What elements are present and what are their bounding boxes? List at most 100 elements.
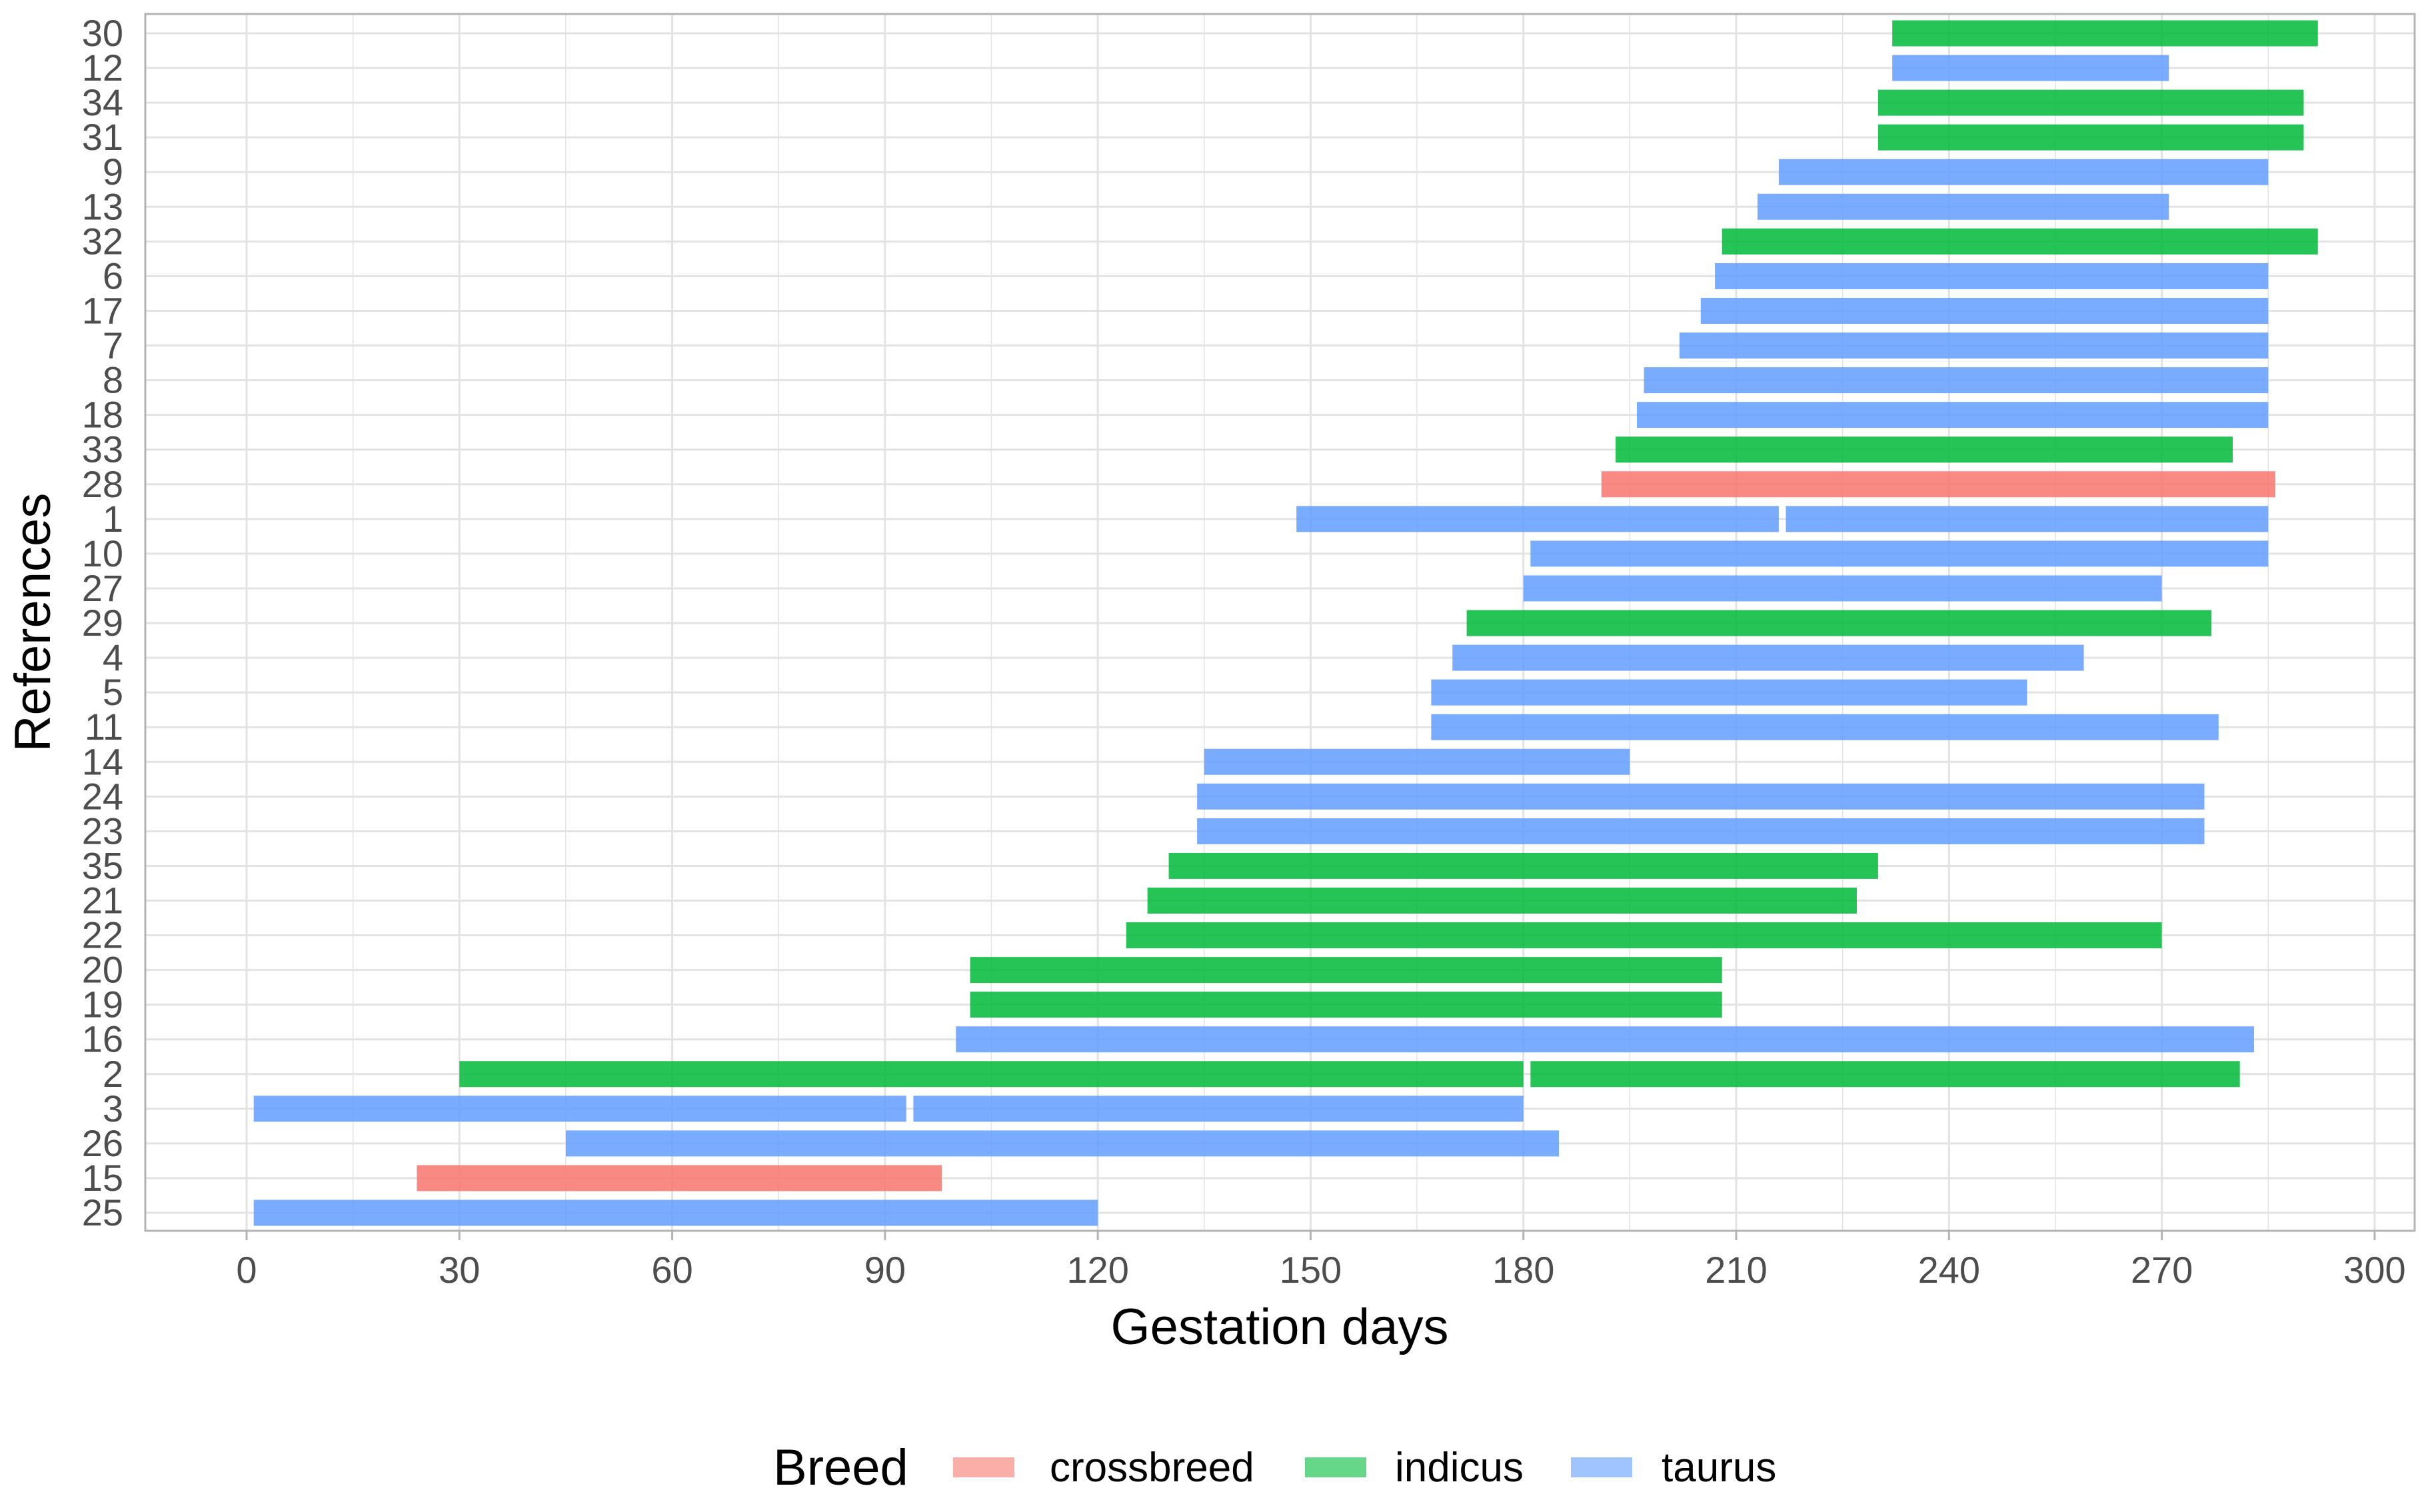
bar-ref-16 xyxy=(956,1026,2254,1053)
y-tick-label: 19 xyxy=(82,984,123,1026)
bar-ref-35 xyxy=(1168,852,1878,879)
legend-label-crossbreed: crossbreed xyxy=(1050,1445,1254,1491)
bar-ref-2 xyxy=(1530,1061,2240,1088)
y-tick-label: 7 xyxy=(103,325,123,367)
y-tick-label: 32 xyxy=(82,220,123,262)
x-tick-labels: 0 30 60 90 120 150 180 210 240 270 300 xyxy=(236,1231,2406,1291)
panel-border xyxy=(144,13,2416,1232)
x-tick-label: 270 xyxy=(2131,1249,2193,1291)
bar-ref-34 xyxy=(1877,89,2304,116)
x-axis-title: Gestation days xyxy=(1111,1299,1449,1355)
y-tick-label: 11 xyxy=(85,706,123,748)
y-tick-label: 16 xyxy=(82,1018,123,1060)
x-tick-label: 120 xyxy=(1066,1249,1128,1291)
y-tick-label: 12 xyxy=(82,47,123,89)
bar-ref-21 xyxy=(1147,888,1857,914)
y-tick-label: 5 xyxy=(103,671,123,713)
y-tick-label: 1 xyxy=(103,498,123,540)
x-tick-label: 180 xyxy=(1492,1249,1554,1291)
bar-ref-3 xyxy=(253,1096,906,1122)
bar-ref-2 xyxy=(459,1061,1524,1088)
bar-ref-5 xyxy=(1431,679,2027,706)
y-tick-label: 6 xyxy=(103,255,123,297)
y-tick-label: 20 xyxy=(82,949,123,991)
bar-ref-25 xyxy=(253,1199,1098,1226)
y-tick-label: 21 xyxy=(82,880,123,922)
x-tick-label: 240 xyxy=(1918,1249,1980,1291)
y-tick-label: 25 xyxy=(82,1191,123,1233)
y-tick-label: 3 xyxy=(103,1088,123,1130)
legend-items: crossbreed indicus taurus xyxy=(953,1445,1776,1491)
bar-ref-24 xyxy=(1197,783,2205,810)
x-tick-label: 90 xyxy=(864,1249,906,1291)
bar-ref-18 xyxy=(1637,402,2269,428)
bar-ref-11 xyxy=(1431,714,2219,740)
x-tick-label: 150 xyxy=(1280,1249,1342,1291)
x-tick-label: 300 xyxy=(2343,1249,2405,1291)
y-tick-label: 4 xyxy=(103,636,123,678)
x-tick-label: 60 xyxy=(651,1249,692,1291)
y-tick-label: 22 xyxy=(82,914,123,956)
bar-ref-17 xyxy=(1700,297,2269,324)
bar-ref-20 xyxy=(970,957,1722,984)
legend-key-crossbreed xyxy=(953,1457,1014,1477)
bar-ref-13 xyxy=(1757,193,2169,220)
legend-title: Breed xyxy=(773,1439,908,1496)
y-tick-label: 34 xyxy=(82,81,123,123)
bar-ref-19 xyxy=(970,992,1722,1018)
bar-ref-14 xyxy=(1204,748,1630,775)
bar-ref-10 xyxy=(1530,540,2269,567)
bar-ref-7 xyxy=(1679,333,2269,359)
x-tick-label: 210 xyxy=(1705,1249,1767,1291)
y-tick-label: 30 xyxy=(82,12,123,54)
bar-ref-23 xyxy=(1197,818,2205,844)
bar-ref-6 xyxy=(1715,263,2269,289)
bar-ref-15 xyxy=(417,1165,942,1191)
bar-ref-4 xyxy=(1452,644,2084,671)
y-tick-label: 24 xyxy=(82,775,123,817)
bar-ref-29 xyxy=(1466,610,2212,636)
bar-ref-26 xyxy=(565,1130,1559,1157)
y-tick-label: 18 xyxy=(82,394,123,436)
y-tick-label: 15 xyxy=(82,1157,123,1199)
y-tick-label: 10 xyxy=(82,532,123,574)
y-tick-label: 2 xyxy=(103,1053,123,1095)
y-tick-label: 31 xyxy=(82,116,123,158)
legend-label-indicus: indicus xyxy=(1395,1445,1524,1491)
bar-ref-33 xyxy=(1616,436,2233,463)
legend-key-indicus xyxy=(1305,1457,1366,1477)
y-tick-label: 17 xyxy=(82,289,123,331)
y-tick-label: 26 xyxy=(82,1122,123,1164)
y-tick-labels: 3012343191332617781833281102729451114242… xyxy=(82,12,123,1233)
legend-key-taurus xyxy=(1571,1457,1632,1477)
bar-ref-31 xyxy=(1877,124,2304,151)
x-tick-label: 0 xyxy=(236,1249,257,1291)
bar-ref-8 xyxy=(1644,367,2269,394)
y-tick-label: 29 xyxy=(82,602,123,644)
y-tick-label: 23 xyxy=(82,810,123,852)
y-tick-label: 14 xyxy=(82,740,123,782)
legend-label-taurus: taurus xyxy=(1662,1445,1776,1491)
bar-ref-12 xyxy=(1892,55,2169,81)
y-tick-label: 28 xyxy=(82,463,123,505)
bar-ref-3 xyxy=(913,1096,1524,1122)
y-tick-label: 33 xyxy=(82,428,123,470)
bars xyxy=(253,20,2318,1226)
x-tick-label: 30 xyxy=(439,1249,480,1291)
y-tick-label: 8 xyxy=(103,359,123,401)
y-tick-label: 35 xyxy=(82,844,123,886)
bar-ref-1 xyxy=(1296,506,1779,532)
y-tick-label: 9 xyxy=(103,151,123,193)
bar-ref-27 xyxy=(1523,575,2162,602)
y-axis-title: References xyxy=(5,493,61,752)
bar-ref-28 xyxy=(1601,471,2275,498)
bar-ref-9 xyxy=(1778,159,2269,185)
bar-ref-1 xyxy=(1786,506,2269,532)
bar-ref-22 xyxy=(1126,922,2162,949)
bar-ref-30 xyxy=(1892,20,2318,47)
y-tick-label: 13 xyxy=(82,185,123,227)
legend: Breed crossbreed indicus taurus xyxy=(773,1439,1776,1496)
y-tick-label: 27 xyxy=(82,567,123,609)
bar-ref-32 xyxy=(1722,228,2318,255)
